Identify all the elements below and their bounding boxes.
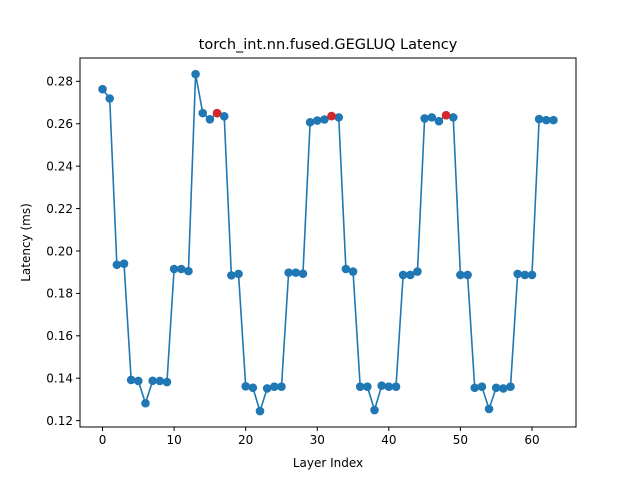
data-point	[406, 270, 415, 280]
highlighted-point	[441, 110, 451, 120]
data-point	[434, 116, 444, 126]
data-point	[176, 264, 186, 274]
y-tick-label: 0.26	[46, 117, 73, 131]
data-point	[549, 115, 558, 125]
data-point	[270, 382, 279, 392]
x-tick-label: 0	[99, 433, 107, 447]
plot-frame	[79, 57, 577, 428]
data-point	[305, 117, 315, 127]
x-tick-label: 50	[453, 433, 468, 447]
x-tick-label: 40	[381, 433, 396, 447]
y-tick-label: 0.18	[46, 287, 73, 301]
y-tick-label: 0.14	[46, 372, 73, 386]
data-point	[277, 382, 286, 392]
data-point	[155, 376, 165, 386]
data-point	[499, 384, 508, 393]
data-point	[205, 114, 215, 124]
data-point	[198, 108, 208, 118]
data-point	[162, 377, 172, 387]
data-point	[448, 113, 458, 122]
y-tick-label: 0.22	[46, 202, 73, 216]
data-point	[413, 267, 422, 276]
y-tick-label: 0.24	[46, 159, 73, 173]
data-point	[527, 270, 537, 280]
data-point	[312, 116, 322, 125]
data-point	[291, 268, 301, 277]
data-point	[370, 405, 379, 415]
data-point	[169, 264, 179, 274]
x-tick-label: 10	[166, 433, 181, 447]
data-point	[248, 383, 258, 393]
data-point	[255, 406, 265, 416]
highlighted-point	[327, 111, 336, 121]
data-point	[98, 84, 107, 94]
data-point	[491, 383, 501, 393]
data-point	[520, 270, 530, 280]
data-point	[341, 264, 351, 274]
data-point	[184, 266, 193, 276]
data-point	[420, 114, 429, 123]
data-point	[506, 382, 515, 392]
data-point	[384, 382, 394, 392]
data-point	[241, 381, 250, 391]
data-point	[148, 376, 157, 386]
data-point	[398, 270, 408, 280]
y-axis-ticks: 0.12 0.14 0.16 0.18 0.20 0.22 0.24 0.26 0.28	[46, 75, 80, 428]
data-point	[119, 259, 129, 269]
x-axis-label: Layer Index	[293, 456, 363, 470]
data-point	[355, 382, 365, 392]
data-point	[456, 270, 465, 280]
data-point	[234, 269, 243, 279]
data-point	[227, 271, 236, 280]
data-point	[470, 383, 480, 393]
data-point	[105, 94, 115, 103]
data-point	[126, 375, 136, 385]
data-point	[477, 382, 487, 392]
chart-title: torch_int.nn.fused.GEGLUQ Latency	[199, 37, 458, 53]
data-point	[134, 376, 143, 386]
y-tick-label: 0.16	[46, 329, 73, 343]
x-tick-label: 60	[524, 433, 539, 447]
data-point	[284, 268, 293, 277]
x-tick-label: 20	[238, 433, 253, 447]
data-point	[463, 270, 472, 280]
data-point	[191, 69, 200, 79]
data-point	[534, 114, 544, 124]
x-axis-ticks: 0 10 20 30 40 50 60	[99, 427, 540, 447]
data-points	[98, 69, 558, 416]
y-tick-label: 0.20	[46, 244, 73, 258]
data-point	[377, 381, 386, 390]
y-axis-label: Latency (ms)	[19, 203, 33, 282]
x-tick-label: 30	[310, 433, 325, 447]
data-point	[334, 113, 344, 122]
data-point	[427, 113, 437, 122]
data-point	[219, 112, 229, 121]
highlighted-point	[212, 108, 222, 118]
plot-area: 0 10 20 30 40 50 60 0.120.140.160.180.200.220.…	[46, 57, 577, 447]
data-point	[320, 115, 329, 124]
y-tick-label: 0.12	[46, 414, 73, 428]
data-point	[348, 267, 358, 276]
data-point	[112, 260, 122, 270]
y-tick-label: 0.28	[46, 75, 73, 89]
data-point	[484, 404, 494, 414]
data-point	[513, 269, 522, 279]
highlighted-points	[212, 108, 451, 121]
data-point	[363, 382, 372, 392]
data-point	[141, 398, 150, 408]
data-point	[298, 269, 308, 278]
data-point	[391, 382, 401, 392]
data-point	[541, 115, 551, 125]
data-point	[262, 384, 272, 393]
